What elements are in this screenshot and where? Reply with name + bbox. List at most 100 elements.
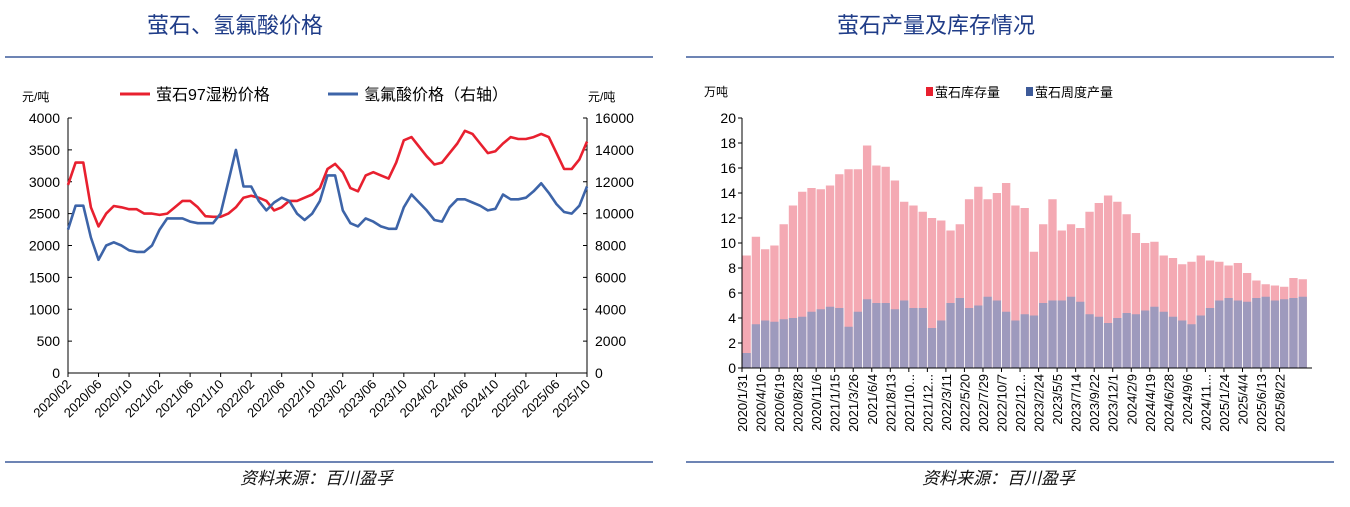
- inventory-bar: [1196, 255, 1205, 368]
- y-tick-label-left: 2500: [29, 206, 60, 222]
- inventory-bar: [872, 165, 881, 368]
- production-bar: [862, 299, 872, 368]
- x-tick-label: 2022/10/7: [995, 374, 1010, 432]
- inventory-bar: [825, 185, 835, 368]
- x-tick-label: 2020/6/19: [772, 374, 787, 432]
- production-bar: [890, 309, 900, 368]
- inventory-bar: [807, 188, 816, 368]
- inventory-bar: [779, 224, 788, 368]
- x-tick-label: 2023/7/14: [1069, 374, 1084, 432]
- inventory-bar: [798, 191, 807, 368]
- inventory-bar: [1113, 201, 1122, 368]
- y-tick-label-right: 8000: [595, 238, 626, 254]
- production-bar: [788, 318, 798, 368]
- y-tick-label: 8: [728, 260, 736, 276]
- y-tick-label-left: 2000: [29, 238, 60, 254]
- production-bar: [918, 308, 927, 368]
- y-tick-label-right: 4000: [595, 301, 626, 317]
- production-bar: [1122, 313, 1131, 368]
- production-bar: [844, 326, 853, 368]
- production-bar: [946, 303, 955, 368]
- production-bar: [779, 319, 788, 368]
- x-tick-label: 2021/6/4: [865, 374, 880, 425]
- production-bar: [983, 296, 992, 368]
- production-bar: [751, 324, 761, 368]
- production-bar: [1168, 316, 1178, 368]
- production-bar: [1298, 296, 1307, 368]
- production-bar: [1178, 320, 1187, 368]
- legend-swatch: [926, 87, 933, 96]
- x-tick-label: 2022/12...: [1013, 374, 1028, 432]
- production-bar: [770, 321, 779, 368]
- production-bar: [1233, 300, 1243, 368]
- inventory-bar: [1020, 208, 1029, 368]
- inventory-bar: [770, 245, 779, 368]
- x-tick-label: 2021/8/13: [883, 374, 898, 432]
- left-footer-divider: [5, 461, 653, 463]
- production-bar: [927, 328, 937, 368]
- y-tick-label: 0: [728, 360, 736, 376]
- y-tick-label-left: 3500: [29, 142, 60, 158]
- x-tick-label: 2022/7/29: [976, 374, 991, 432]
- production-bar: [1205, 308, 1215, 368]
- x-tick-label: 2022/3/11: [939, 374, 954, 431]
- y-tick-label-right: 10000: [595, 206, 634, 222]
- production-bar: [1141, 310, 1150, 368]
- inventory-bar: [909, 205, 918, 368]
- y-tick-label: 10: [720, 235, 736, 251]
- y-tick-label-left: 1500: [29, 269, 60, 285]
- left-title-divider: [5, 56, 653, 58]
- y-tick-label: 14: [720, 185, 736, 201]
- legend-label: 萤石库存量: [935, 85, 1000, 100]
- series-line-fluorite-price: [66, 129, 589, 228]
- production-bar: [1103, 323, 1113, 368]
- production-bar: [1242, 301, 1252, 368]
- production-bar: [1252, 298, 1261, 368]
- x-tick-label: 2024/11...: [1198, 374, 1213, 431]
- inventory-bar: [788, 205, 798, 368]
- inventory-bar: [992, 193, 1002, 368]
- production-bar: [816, 309, 825, 368]
- production-bar: [1039, 303, 1048, 368]
- y-tick-label: 6: [728, 285, 736, 301]
- production-bar: [1270, 300, 1280, 368]
- legend-label: 萤石周度产量: [1035, 85, 1113, 100]
- inventory-bar: [1141, 243, 1150, 368]
- production-bar: [1289, 298, 1298, 368]
- y-tick-label-right: 16000: [595, 110, 634, 126]
- x-tick-label: 2022/5/20: [957, 374, 972, 432]
- legend-label: 萤石97湿粉价格: [156, 86, 270, 104]
- inventory-bar: [974, 186, 983, 368]
- production-bar: [1076, 301, 1085, 368]
- left-source: 资料来源：百川盈孚: [240, 469, 393, 489]
- inventory-bar: [1094, 203, 1103, 368]
- inventory-bar: [853, 169, 863, 368]
- inventory-bar: [881, 166, 890, 368]
- inventory-bar: [1066, 224, 1076, 368]
- production-bar: [881, 303, 890, 368]
- production-bar: [909, 308, 918, 368]
- inventory-bar: [742, 255, 751, 368]
- inventory-bar: [890, 180, 900, 368]
- inventory-bar: [1168, 258, 1178, 368]
- y-tick-label: 2: [728, 335, 736, 351]
- production-bar: [1187, 324, 1196, 368]
- right-chart-title: 萤石产量及库存情况: [836, 14, 1035, 39]
- x-tick-label: 2020/1/31: [735, 374, 750, 432]
- x-tick-label: 2021/3/26: [846, 374, 861, 432]
- inventory-bar: [751, 236, 761, 368]
- inventory-bar: [983, 199, 992, 368]
- x-tick-label: 2025/6/13: [1254, 374, 1269, 432]
- inventory-bar: [1122, 214, 1131, 368]
- production-bar: [900, 300, 909, 368]
- production-bar: [955, 298, 964, 368]
- right-panel: 萤石产量及库存情况 0 2 4 6 8 10 12 14 16 18 20 2020/1/31 2020…: [686, 0, 1350, 507]
- y-tick-label-right: 12000: [595, 174, 634, 190]
- production-bar: [1280, 299, 1289, 368]
- production-bar: [835, 308, 844, 368]
- production-bar: [807, 311, 816, 368]
- inventory-bar: [1187, 261, 1196, 368]
- x-tick-label: 2024/9/6: [1180, 374, 1195, 425]
- inventory-bar: [918, 211, 927, 368]
